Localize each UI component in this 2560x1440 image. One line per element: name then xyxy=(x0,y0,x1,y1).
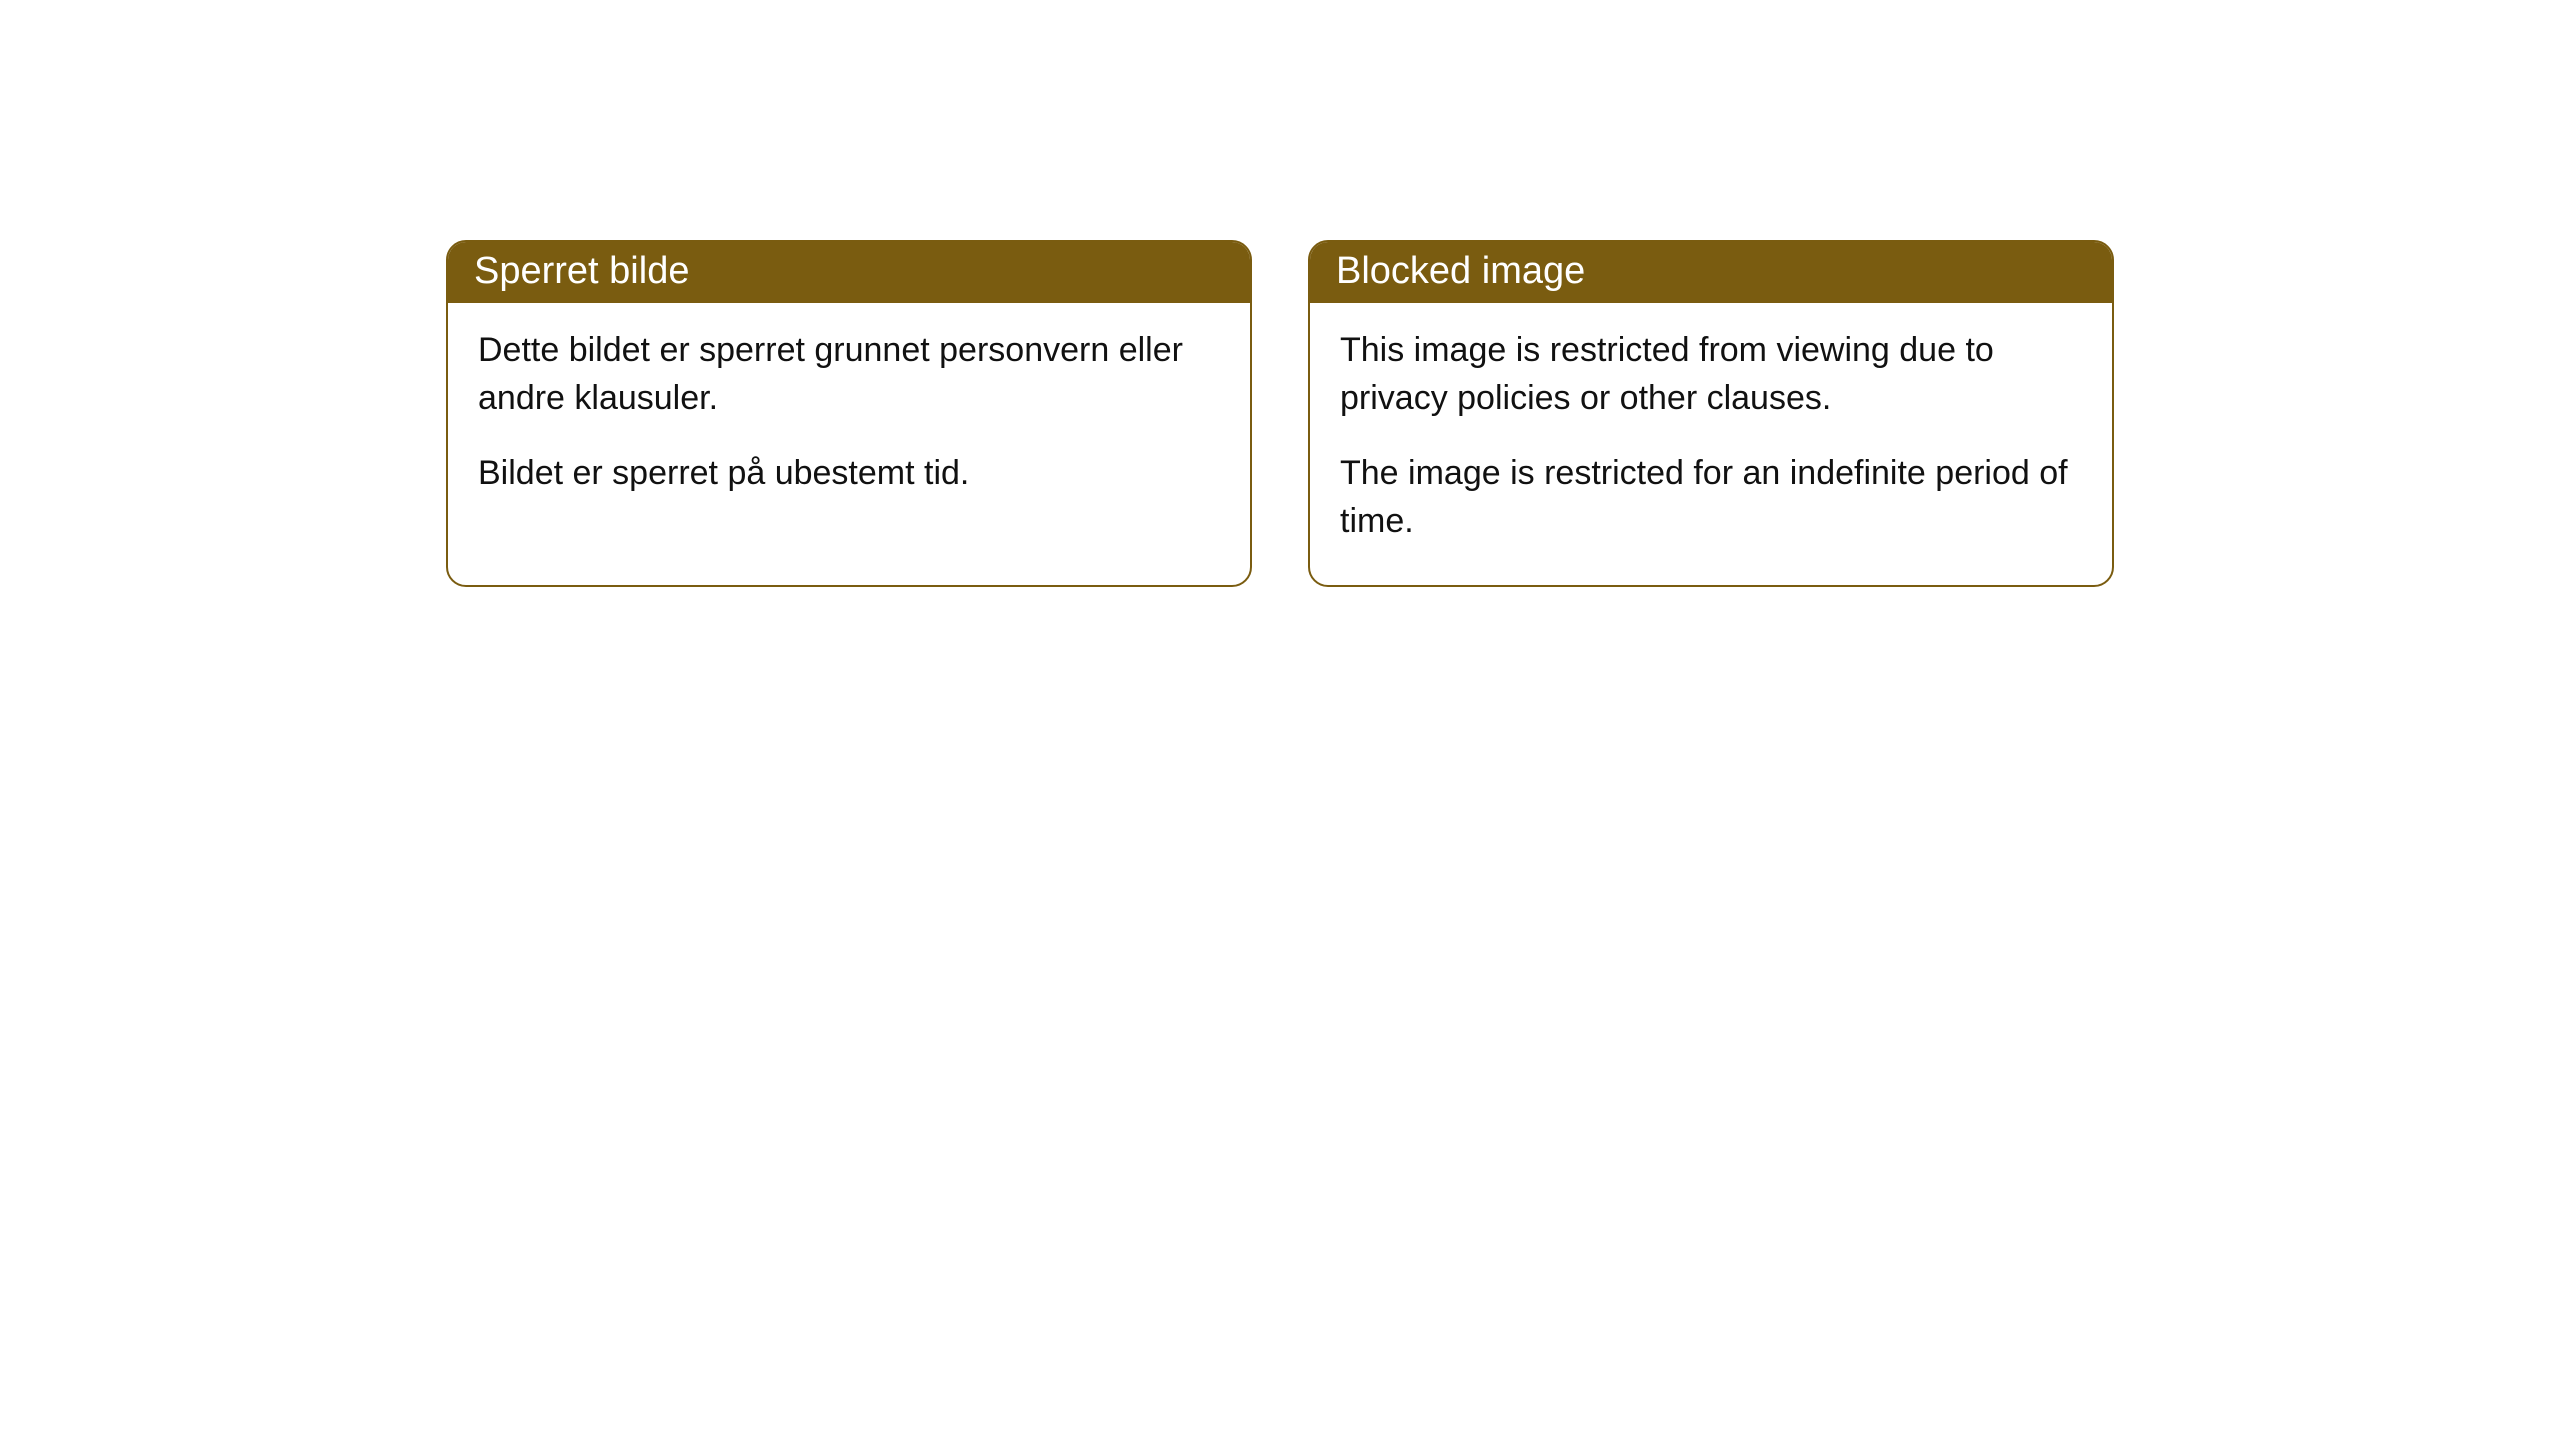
card-paragraph: This image is restricted from viewing du… xyxy=(1340,327,2082,422)
card-body: Dette bildet er sperret grunnet personve… xyxy=(448,303,1250,538)
card-title: Blocked image xyxy=(1336,250,1585,292)
card-header: Blocked image xyxy=(1310,242,2112,303)
card-title: Sperret bilde xyxy=(474,250,689,292)
card-paragraph: The image is restricted for an indefinit… xyxy=(1340,450,2082,545)
notice-card-english: Blocked image This image is restricted f… xyxy=(1308,240,2114,587)
card-header: Sperret bilde xyxy=(448,242,1250,303)
notice-card-norwegian: Sperret bilde Dette bildet er sperret gr… xyxy=(446,240,1252,587)
card-body: This image is restricted from viewing du… xyxy=(1310,303,2112,585)
card-paragraph: Dette bildet er sperret grunnet personve… xyxy=(478,327,1220,422)
notice-cards-container: Sperret bilde Dette bildet er sperret gr… xyxy=(0,0,2560,587)
card-paragraph: Bildet er sperret på ubestemt tid. xyxy=(478,450,1220,498)
